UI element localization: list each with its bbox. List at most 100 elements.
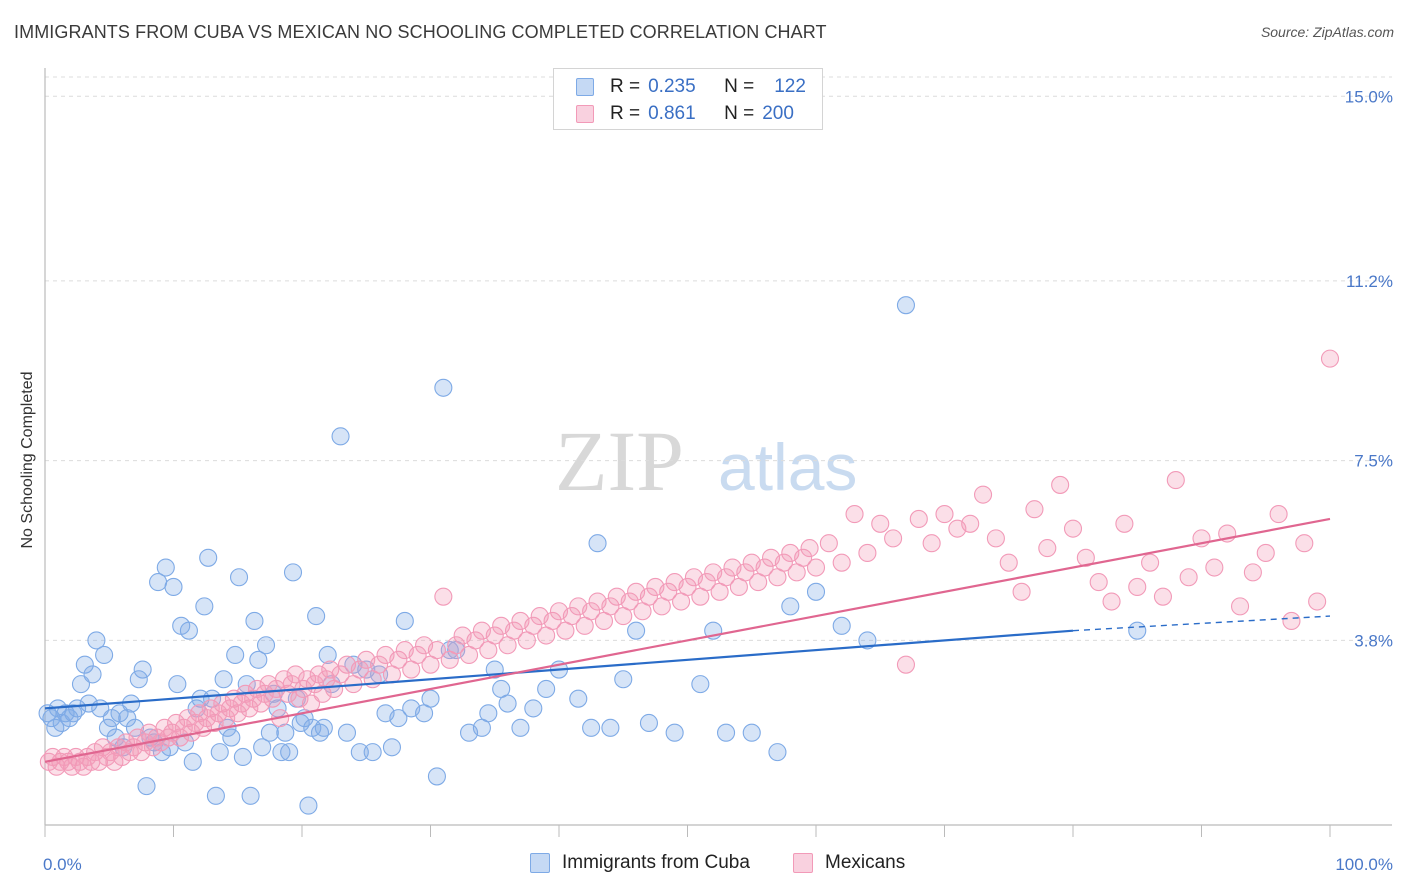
mexican-point [313,684,332,703]
legend-item-cuba[interactable]: Immigrants from Cuba [530,852,750,874]
mexican-point [922,534,941,553]
mexican-point [228,704,247,723]
mexican-point [1179,568,1198,587]
mexican-point [350,660,369,679]
correlation-legend: R = 0.235 N = 122 R = 0.861 N = 200 [553,68,823,130]
cuba-point [195,597,214,616]
mexican-point [794,548,813,567]
cuba-point [318,645,337,665]
mexican-point [1243,563,1262,582]
mexican-point [389,650,408,669]
y-tick-label: 3.8% [1354,631,1393,650]
cuba-point [350,743,369,762]
cuba-point [226,645,245,665]
y-tick-label: 15.0% [1345,87,1393,106]
cuba-point [249,650,268,669]
mexican-point [504,621,524,640]
legend-swatch-cuba [576,78,594,96]
legend-row-cuba: R = 0.235 N = 122 [576,74,806,100]
mexican-point [1038,539,1057,558]
mexican-point [331,665,350,684]
mexican-point [858,543,877,562]
cuba-point [256,636,276,655]
mexican-point [1282,611,1301,631]
cuba-point [129,670,148,689]
cuba-point [98,718,118,737]
legend-row-mexicans: R = 0.861 N = 200 [576,101,794,127]
legend-n-label: N = [724,76,755,97]
mexican-point [1269,505,1288,524]
mexican-point [582,602,601,621]
mexican-point [1102,592,1121,611]
cuba-point [137,777,156,796]
cuba-point [665,723,684,742]
mexican-point [986,529,1005,548]
mexican-point [1115,514,1134,533]
legend-label-mexicans: Mexicans [825,852,906,873]
source-label: Source: ZipAtlas.com [1260,24,1394,40]
mexican-point [1025,500,1044,519]
mexican-point [935,505,954,524]
mexican-point [286,665,305,684]
watermark-atlas: atlas [718,430,857,504]
mexican-point [1051,475,1070,494]
legend-swatch-mexicans [576,105,594,123]
mexican-point [1295,534,1314,553]
cuba-point [229,568,249,587]
cuba-point [314,718,333,737]
mexican-point [524,616,543,635]
legend-swatch-cuba [530,853,550,873]
cuba-point [511,718,530,737]
cuba-point [68,699,87,718]
mexican-point [800,539,819,558]
cuba-point [210,743,229,762]
cuba-point [283,563,303,582]
mexican-point [1308,592,1327,611]
cuba-point [537,679,556,699]
cuba-point [806,582,826,601]
cuba-point [176,733,195,752]
legend-item-mexicans[interactable]: Mexicans [793,852,905,874]
cuba-point [363,743,382,762]
mexican-point [1076,548,1095,567]
mexican-point [321,660,340,679]
cuba-point [395,611,414,631]
cuba-point [337,723,357,742]
cuba-point [307,607,326,626]
mexican-point [909,509,928,528]
cuba-point [95,645,114,665]
x-tick-label: 0.0% [43,855,82,874]
mexican-point [370,655,389,674]
cuba-point [858,631,877,650]
cuba-point [716,723,736,742]
cuba-point [582,718,601,737]
cuba-point [639,713,659,733]
mexican-point [1089,573,1108,592]
mexican-point [896,655,916,674]
legend-r-label: R = [610,103,641,124]
cuba-point [245,611,264,631]
cuba-point [588,534,607,553]
cuba-point [71,675,91,694]
mexican-point [736,563,755,582]
cuba-point [524,699,543,718]
cuba-point [183,752,202,771]
mexican-point [1205,558,1224,577]
cuba-point [569,689,588,708]
mexican-point [1153,587,1172,606]
mexican-point [485,626,504,645]
cuba-point [601,718,620,737]
cuba-point [382,738,402,757]
mexican-point [1231,597,1250,616]
cuba-point [253,738,272,757]
legend-n-value: 122 [774,76,806,97]
mexican-point [755,558,774,577]
mexican-point [832,553,851,572]
mexican-point [1012,582,1031,601]
cuba-point [768,743,787,762]
chart-title: IMMIGRANTS FROM CUBA VS MEXICAN NO SCHOO… [14,22,827,42]
x-tick-label: 100.0% [1335,855,1393,874]
mexican-point [999,553,1018,572]
mexican-point [1141,553,1160,572]
mexican-point [806,558,826,577]
